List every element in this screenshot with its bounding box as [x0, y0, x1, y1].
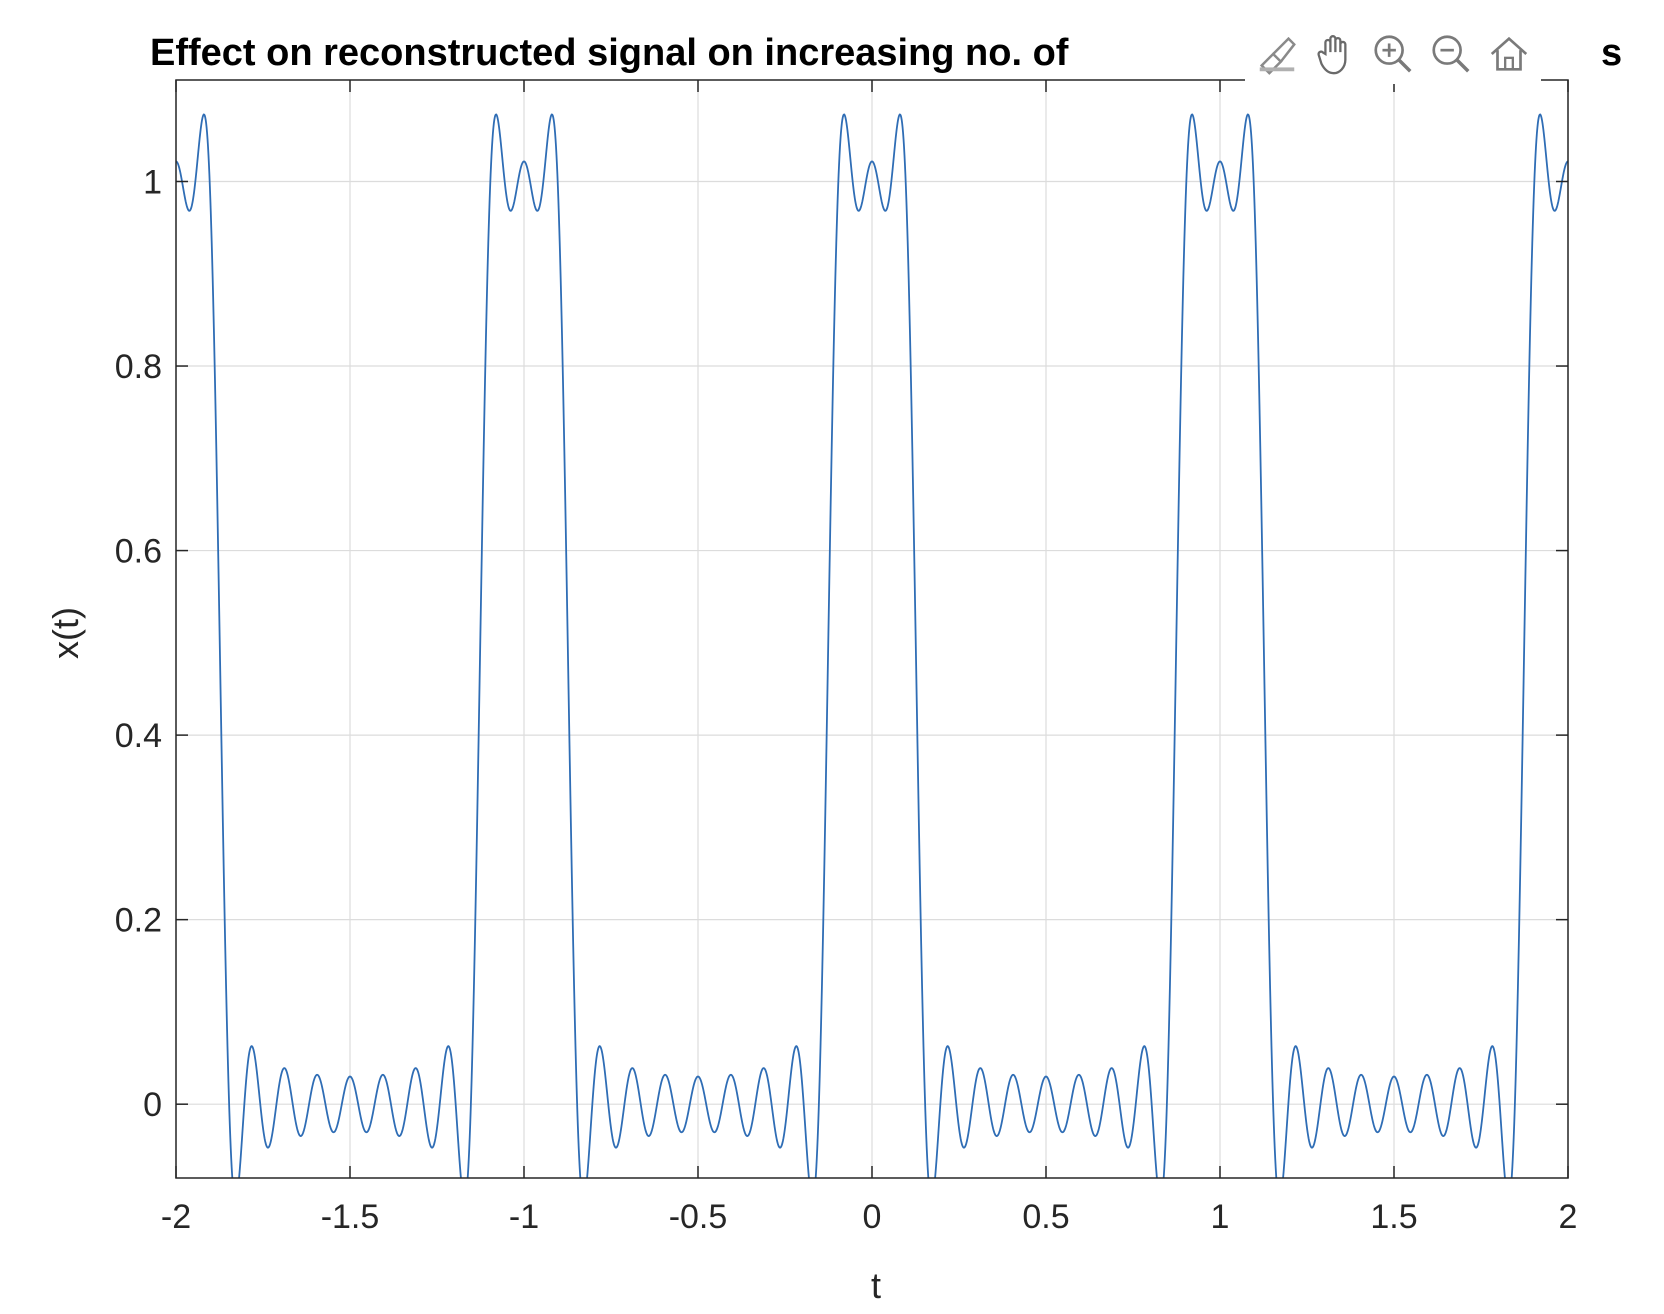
- pan-hand-icon: [1317, 35, 1347, 75]
- zoom-out-button[interactable]: [1425, 28, 1477, 80]
- title-prefix: Effect on reconstructed signal on increa…: [150, 32, 1069, 74]
- series: [176, 113, 1568, 1178]
- y-tick-label: 0.2: [115, 902, 162, 940]
- chart-title-suffix: s: [1601, 32, 1622, 74]
- x-tick-label: 1: [1211, 1198, 1230, 1236]
- x-tick-labels: -2 -1.5 -1 -0.5 0 0.5 1 1.5 2: [161, 1198, 1578, 1236]
- y-tick-label: 0.6: [115, 533, 162, 571]
- x-tick-label: -2: [161, 1198, 191, 1236]
- y-tick-labels: 0 0.2 0.4 0.6 0.8 1: [115, 163, 162, 1124]
- y-tick-label: 1: [143, 163, 162, 201]
- x-tick-label: -1.5: [321, 1198, 380, 1236]
- ticks: [175, 80, 1569, 1178]
- x-tick-label: 2: [1559, 1198, 1578, 1236]
- zoom-out-icon: [1432, 35, 1470, 73]
- y-tick-label: 0.8: [115, 348, 162, 386]
- x-axis-label: t: [871, 1265, 881, 1306]
- chart-title: Effect on reconstructed signal on increa…: [150, 32, 1069, 74]
- y-axis-label: x(t): [45, 607, 86, 659]
- x-tick-label: 1.5: [1370, 1198, 1417, 1236]
- x-tick-label: 0: [863, 1198, 882, 1236]
- zoom-in-icon: [1374, 35, 1412, 73]
- home-button[interactable]: [1483, 28, 1535, 80]
- brush-button[interactable]: [1251, 28, 1303, 80]
- plot-area: -2 -1.5 -1 -0.5 0 0.5 1 1.5 2 0 0.2 0.4 0.6 0.8 1: [115, 79, 1578, 1236]
- zoom-in-button[interactable]: [1367, 28, 1419, 80]
- home-icon: [1490, 36, 1528, 71]
- x-tick-label: 0.5: [1022, 1198, 1069, 1236]
- x-tick-label: -0.5: [669, 1198, 728, 1236]
- series-line: [176, 113, 1568, 1178]
- y-tick-label: 0.4: [115, 717, 162, 755]
- y-tick-label: 0: [143, 1086, 162, 1124]
- pan-button[interactable]: [1309, 28, 1361, 80]
- x-tick-label: -1: [509, 1198, 539, 1236]
- axes-toolbar: [1245, 24, 1541, 84]
- brush-icon: [1259, 36, 1296, 75]
